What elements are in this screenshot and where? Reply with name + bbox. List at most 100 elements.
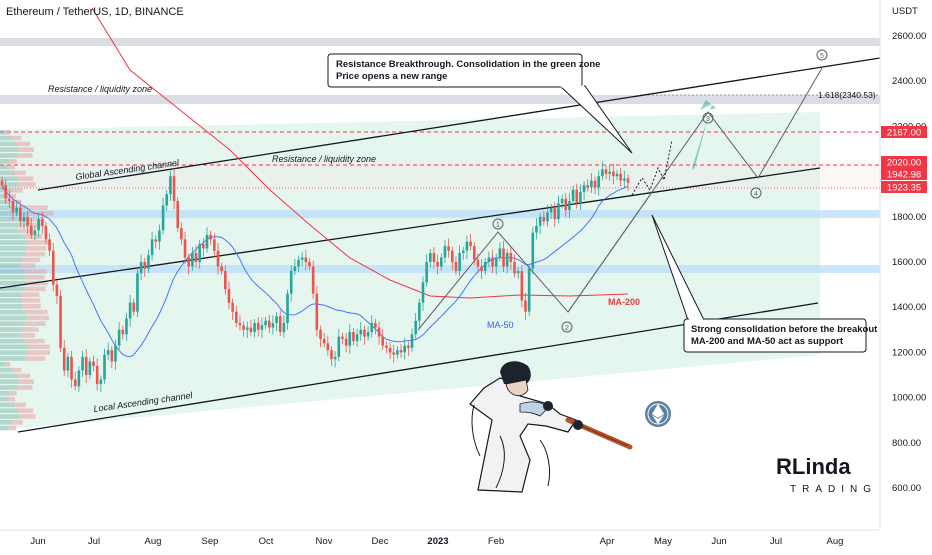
volume-bar-up <box>0 246 26 251</box>
candle <box>304 249 308 271</box>
candle <box>425 254 428 287</box>
candle <box>348 324 352 354</box>
volume-bar-down <box>16 141 31 147</box>
top-callout-line1: Resistance Breakthrough. Consolidation i… <box>336 59 600 70</box>
candle <box>403 337 406 360</box>
candle <box>48 233 51 257</box>
candle <box>608 165 611 181</box>
candle <box>337 328 341 361</box>
candle <box>161 197 165 235</box>
time-tick-label: Aug <box>145 536 162 547</box>
candle <box>172 168 176 210</box>
candle <box>575 183 579 209</box>
volume-bar-up <box>0 234 24 239</box>
candle <box>297 255 300 272</box>
candle <box>590 172 593 193</box>
candle <box>8 191 11 208</box>
top-callout-line2: Price opens a new range <box>336 71 447 82</box>
volume-bar-up <box>0 228 19 234</box>
volume-bar-up <box>0 153 18 158</box>
candle <box>84 349 88 384</box>
volume-bar-down <box>16 373 31 379</box>
volume-bar-down <box>9 159 17 164</box>
fib-label: 1.618(2340.53) <box>818 90 876 100</box>
wave-label-1: 1 <box>492 218 504 230</box>
volume-bar-up <box>0 298 23 303</box>
candle <box>308 257 311 271</box>
time-axis-bg <box>0 530 932 550</box>
time-tick-label: Nov <box>316 536 333 547</box>
candle <box>81 351 84 378</box>
volume-bar-up <box>0 350 28 355</box>
volume-bar-down <box>14 170 26 176</box>
volume-bar-down <box>10 199 20 205</box>
wave-label-3: 3 <box>702 112 714 124</box>
volume-bar-up <box>0 275 25 280</box>
candle <box>564 192 568 217</box>
candle <box>604 165 608 180</box>
svg-text:1: 1 <box>496 222 500 229</box>
candle <box>88 357 92 380</box>
candle <box>158 224 161 250</box>
candle <box>202 238 205 257</box>
candle <box>293 258 297 276</box>
candle <box>289 265 293 302</box>
candle <box>0 176 4 190</box>
time-axis-ticks: Jun Jul Aug Sep Oct Nov Dec 2023 Feb Apr May Jun Jul… <box>30 536 843 547</box>
candle <box>513 254 516 278</box>
volume-bar-down <box>28 240 52 245</box>
candle <box>165 190 169 211</box>
candle <box>377 321 381 345</box>
candle <box>385 341 388 354</box>
candle <box>66 352 70 378</box>
time-tick-label: Jun <box>711 536 726 547</box>
volume-bar-up <box>0 356 25 361</box>
candle <box>114 339 117 370</box>
candle <box>62 340 66 376</box>
volume-bar-down <box>9 391 17 396</box>
candle <box>542 210 546 226</box>
candle <box>436 254 439 275</box>
volume-bar-up <box>0 408 19 413</box>
candle <box>326 335 330 356</box>
candle <box>491 249 494 274</box>
candle <box>568 193 571 219</box>
resistance-zone-label-mid: Resistance / liquidity zone <box>272 154 376 164</box>
candle <box>19 200 22 227</box>
candle <box>231 298 234 320</box>
candle <box>601 161 604 181</box>
candle <box>447 238 450 258</box>
candle <box>333 351 337 368</box>
candle <box>169 170 172 201</box>
volume-bar-down <box>18 176 34 181</box>
candle <box>37 213 40 238</box>
volume-bar-up <box>0 344 28 350</box>
candle <box>315 285 319 337</box>
volume-bar-down <box>5 130 10 135</box>
time-tick-label: Sep <box>202 536 219 547</box>
volume-bar-up <box>0 391 10 396</box>
volume-bar-down <box>14 402 26 408</box>
volume-bar-up <box>0 321 26 326</box>
candle <box>520 265 524 308</box>
volume-bar-down <box>27 344 50 350</box>
candles-group <box>0 161 630 393</box>
candle <box>407 341 410 357</box>
candle <box>187 253 191 275</box>
volume-bar-down <box>29 211 54 216</box>
candle <box>341 332 344 345</box>
volume-bar-down <box>17 385 33 390</box>
time-tick-label: Jul <box>88 536 100 547</box>
volume-bar-down <box>18 228 34 234</box>
volume-bar-up <box>0 251 25 257</box>
price-badge: 1942.98 <box>881 168 927 181</box>
time-tick-label: Dec <box>372 536 389 547</box>
candle <box>70 351 73 388</box>
candle <box>44 221 48 244</box>
candle <box>352 327 355 346</box>
volume-bar-down <box>18 408 34 413</box>
candle <box>242 321 245 337</box>
volume-bar-down <box>21 292 40 297</box>
volume-bar-up <box>0 292 22 297</box>
candle <box>191 247 194 271</box>
